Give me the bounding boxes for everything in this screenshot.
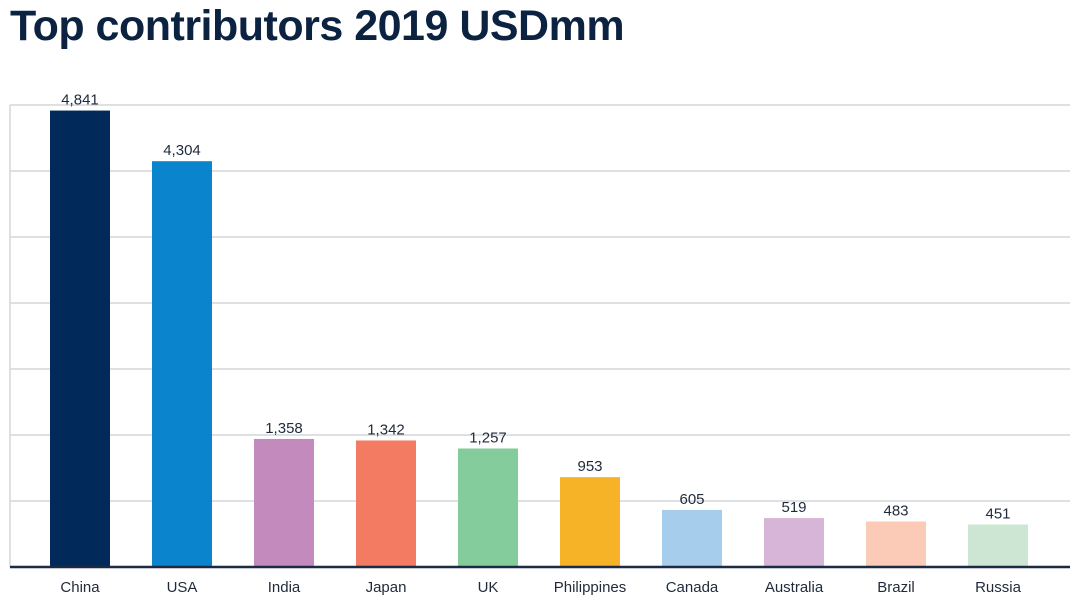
bar-japan xyxy=(356,440,416,567)
bar-philippines xyxy=(560,477,620,567)
bar-china xyxy=(50,110,110,567)
bar-usa xyxy=(152,161,212,568)
x-tick-label: Philippines xyxy=(554,579,627,596)
data-label: 1,342 xyxy=(367,421,405,438)
x-tick-label: India xyxy=(268,579,301,596)
data-label: 451 xyxy=(985,505,1010,522)
x-tick-label: Australia xyxy=(765,579,824,596)
bar-brazil xyxy=(866,521,926,567)
x-tick-label: USA xyxy=(167,579,198,596)
x-tick-label: China xyxy=(60,579,100,596)
x-tick-label: Brazil xyxy=(877,579,915,596)
data-label: 483 xyxy=(883,502,908,519)
x-tick-label: Canada xyxy=(666,579,719,596)
bar-uk xyxy=(458,448,518,567)
data-label: 1,257 xyxy=(469,429,507,446)
data-label: 605 xyxy=(679,491,704,508)
x-tick-label: Japan xyxy=(366,579,407,596)
x-tick-label: Russia xyxy=(975,579,1022,596)
bar-canada xyxy=(662,509,722,567)
bar-russia xyxy=(968,524,1028,567)
bar-india xyxy=(254,438,314,567)
data-label: 4,304 xyxy=(163,142,201,159)
bar-australia xyxy=(764,518,824,567)
data-label: 4,841 xyxy=(61,92,99,109)
data-label: 519 xyxy=(781,499,806,516)
chart-title: Top contributors 2019 USDmm xyxy=(10,2,625,50)
data-label: 953 xyxy=(577,458,602,475)
data-label: 1,358 xyxy=(265,420,303,437)
x-tick-label: UK xyxy=(478,579,499,596)
